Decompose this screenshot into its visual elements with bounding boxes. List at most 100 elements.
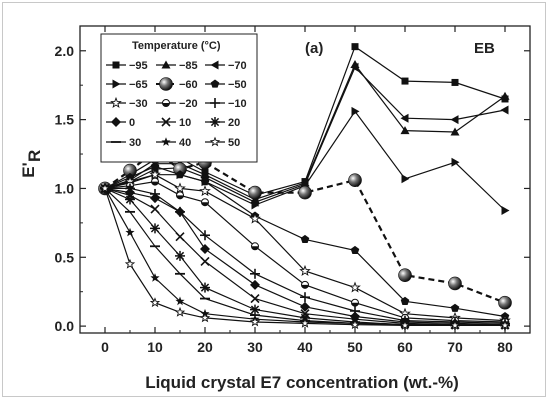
series-7-point-fill (176, 195, 184, 199)
legend-marker-fill (162, 103, 170, 107)
y-axis-title-sub: R (25, 150, 44, 162)
series-14-point (299, 318, 311, 328)
series-11-point-b (150, 224, 160, 233)
legend-label: −50 (228, 79, 247, 91)
series-6-point (299, 264, 311, 276)
series-8-point (200, 230, 210, 241)
legend-marker-b (161, 117, 171, 127)
legend-marker (210, 79, 220, 88)
legend-label: −95 (129, 60, 148, 72)
y-axis-title: E' R (19, 150, 44, 178)
series-10-point-b (175, 232, 185, 242)
series-11-point (125, 194, 135, 205)
series-5-point (400, 296, 410, 305)
series-3-point (401, 174, 410, 184)
series-5-point (450, 303, 460, 312)
legend-marker (111, 117, 121, 127)
series-11-point-b (250, 305, 260, 314)
legend-marker (161, 117, 171, 127)
series-11-point (250, 304, 260, 315)
series-7-point-fill (151, 181, 159, 186)
x-tick-label: 0 (101, 339, 109, 355)
series-10-point (150, 204, 160, 214)
series-11-point-b (175, 251, 185, 261)
legend-marker-b (210, 117, 220, 127)
legend-label: −30 (129, 98, 148, 110)
series-4-point (298, 185, 312, 200)
series-9-point (300, 301, 310, 312)
series-2-point (450, 115, 459, 125)
series-11-point (200, 282, 210, 293)
series-13-point (125, 227, 135, 237)
series-5-point (300, 234, 310, 243)
series-13-point (150, 273, 160, 282)
series-14-point (174, 306, 186, 317)
series-14-point (124, 258, 136, 269)
series-7-point-fill (201, 202, 209, 206)
legend-label: −20 (179, 98, 198, 110)
legend-label: 50 (228, 137, 240, 149)
series-7-point (251, 242, 259, 251)
series-4-line (104, 149, 506, 304)
x-tick-label: 30 (247, 339, 263, 355)
legend-marker (112, 79, 121, 89)
legend-entry: −50 (205, 79, 247, 91)
legend-marker (209, 136, 221, 147)
legend-entry: 0 (106, 117, 135, 129)
panel-label: (a) (305, 40, 323, 57)
series-11-point (175, 250, 185, 261)
series-2-point (400, 113, 409, 123)
series-3-point (351, 106, 360, 116)
x-tick-label: 40 (297, 339, 313, 355)
legend-marker (110, 96, 122, 108)
legend-label: 30 (129, 137, 141, 149)
series-13-point (175, 296, 185, 306)
series-5-point (175, 170, 185, 179)
legend-marker (210, 60, 219, 70)
legend-marker (210, 98, 220, 108)
series-7-point-fill (251, 246, 259, 250)
series-3-point (251, 200, 260, 210)
legend-entry: 30 (106, 137, 141, 149)
series-7-point (176, 191, 184, 200)
series-2-point (350, 62, 359, 72)
y-tick-label: 2.0 (55, 43, 75, 59)
series-4-point (248, 185, 262, 200)
series-9-point (175, 206, 185, 217)
legend-entry: 20 (205, 117, 240, 129)
legend-entry: −85 (156, 60, 198, 72)
legend-entry: −10 (205, 98, 247, 110)
legend-marker (161, 60, 171, 69)
x-tick-label: 60 (397, 339, 413, 355)
legend-entry: 10 (156, 117, 191, 129)
legend-label: 0 (129, 117, 135, 129)
series-10-point-b (250, 294, 260, 304)
legend-entry: −60 (156, 77, 198, 91)
y-tick-label: 0.5 (55, 249, 75, 265)
series-7-point (351, 298, 359, 307)
legend-box (100, 33, 258, 163)
series-14 (99, 182, 511, 330)
series-10-point-b (200, 256, 210, 266)
series-4-point (348, 173, 362, 187)
series-5-point (350, 245, 360, 254)
series-7-point (151, 177, 159, 186)
series-5-point (200, 177, 210, 186)
x-tick-label: 80 (497, 339, 513, 355)
x-axis-title: Liquid crystal E7 concentration (wt.-%) (145, 373, 459, 392)
series-6-point (174, 182, 186, 194)
series-14-point (349, 319, 361, 330)
series-10-point (250, 294, 260, 304)
legend-marker (161, 137, 171, 146)
legend-entry: −20 (156, 98, 198, 110)
series-10-point (200, 256, 210, 266)
y-tick-label: 1.5 (55, 112, 75, 128)
series-4-point (398, 268, 412, 282)
series-8-point (300, 292, 310, 303)
series-3-point (451, 157, 460, 167)
x-tick-label: 70 (447, 339, 463, 355)
legend-marker (112, 61, 120, 69)
series-1-point (450, 127, 460, 136)
x-tick-label: 10 (147, 339, 163, 355)
series-14-point (399, 319, 411, 330)
